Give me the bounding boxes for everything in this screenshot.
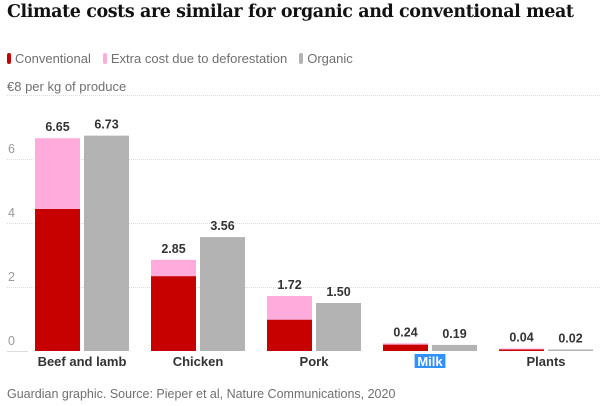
y-tick-label-2: 2 (8, 270, 15, 284)
bar-conventional-beef-and-lamb (35, 208, 80, 351)
selection-highlight-milk (414, 354, 446, 368)
data-label-conventional-beef-and-lamb: 6.65 (45, 120, 69, 134)
category-label-chicken: Chicken (173, 354, 224, 369)
data-label-conventional-chicken: 2.85 (161, 242, 185, 256)
legend-label-organic: Organic (307, 51, 353, 66)
data-label-conventional-milk: 0.24 (393, 325, 417, 339)
bar-deforestation-plants (499, 348, 544, 350)
bar-conventional-pork (267, 319, 312, 351)
source-note: Guardian graphic. Source: Pieper et al, … (7, 387, 396, 401)
data-label-organic-beef-and-lamb: 6.73 (94, 118, 118, 132)
legend-item-organic: Organic (299, 51, 353, 66)
legend-label-deforestation: Extra cost due to deforestation (110, 51, 288, 66)
legend-item-deforestation: Extra cost due to deforestation (102, 51, 288, 66)
legend-item-conventional: Conventional (7, 51, 91, 66)
legend-swatch-conventional (7, 53, 11, 64)
bar-organic-milk (432, 344, 477, 351)
bar-deforestation-pork (267, 295, 312, 320)
category-label-plants: Plants (526, 354, 565, 369)
data-label-organic-milk: 0.19 (442, 327, 466, 341)
data-label-conventional-pork: 1.72 (277, 278, 301, 292)
y-axis-unit-label: €8 per kg of produce (7, 79, 127, 94)
chart-title: Climate costs are similar for organic an… (7, 2, 574, 22)
data-label-conventional-plants: 0.04 (509, 331, 533, 345)
bar-chart: 0 2 4 6 6.65 6.73 Beef and lamb 2.85 3.56 Chicken… (7, 95, 600, 369)
bar-organic-beef-and-lamb (84, 135, 129, 351)
category-label-milk: Milk (417, 354, 443, 369)
y-tick-label-4: 4 (8, 206, 15, 220)
legend-swatch-deforestation (102, 53, 107, 64)
bar-conventional-chicken (151, 276, 196, 351)
bar-organic-plants (548, 349, 593, 351)
bar-organic-chicken (200, 237, 245, 351)
bar-deforestation-beef-and-lamb (35, 138, 80, 209)
category-label-pork: Pork (300, 354, 330, 369)
bar-deforestation-milk (383, 343, 428, 345)
y-tick-label-6: 6 (8, 142, 15, 156)
category-label-beef-and-lamb: Beef and lamb (38, 354, 127, 369)
data-label-organic-pork: 1.50 (326, 285, 350, 299)
legend-label-conventional: Conventional (15, 51, 91, 66)
data-label-organic-chicken: 3.56 (210, 219, 234, 233)
data-label-organic-plants: 0.02 (558, 332, 582, 346)
y-tick-label-0: 0 (8, 334, 15, 348)
bar-organic-pork (316, 303, 361, 351)
bar-conventional-milk (383, 344, 428, 351)
bar-deforestation-chicken (151, 259, 196, 277)
bar-conventional-plants (499, 349, 544, 351)
legend: Conventional Extra cost due to deforesta… (7, 51, 353, 66)
legend-swatch-organic (299, 53, 304, 64)
